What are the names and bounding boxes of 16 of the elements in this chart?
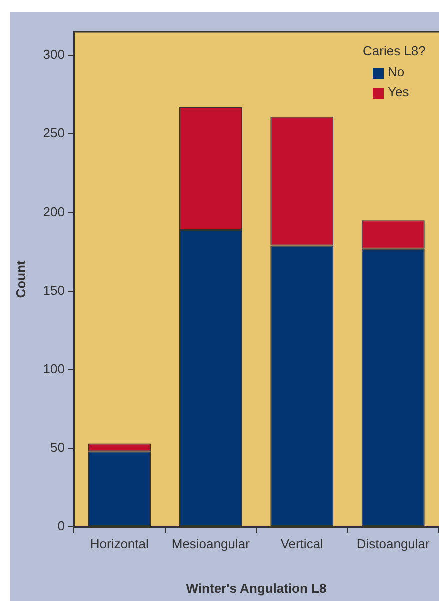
y-tick-label: 150 <box>43 282 65 298</box>
y-tick-label: 0 <box>58 518 65 534</box>
x-tick-label: Mesioangular <box>172 536 251 552</box>
y-tick-label: 300 <box>43 47 65 62</box>
x-tick-label: Distoangular <box>356 536 431 552</box>
x-tick-label: Vertical <box>280 536 324 552</box>
legend-title: Caries L8? <box>363 44 426 59</box>
y-tick-label: 100 <box>43 361 65 376</box>
legend-label: No <box>388 64 405 80</box>
x-tick-label: Horizontal <box>90 536 149 552</box>
legend-label: Yes <box>388 84 410 100</box>
x-axis-title: Winter's Angulation L8 <box>186 580 327 596</box>
y-axis-title: Count <box>13 260 28 298</box>
y-tick-label: 250 <box>43 126 65 141</box>
y-tick-label: 200 <box>43 204 65 220</box>
y-tick-label: 50 <box>50 440 65 456</box>
